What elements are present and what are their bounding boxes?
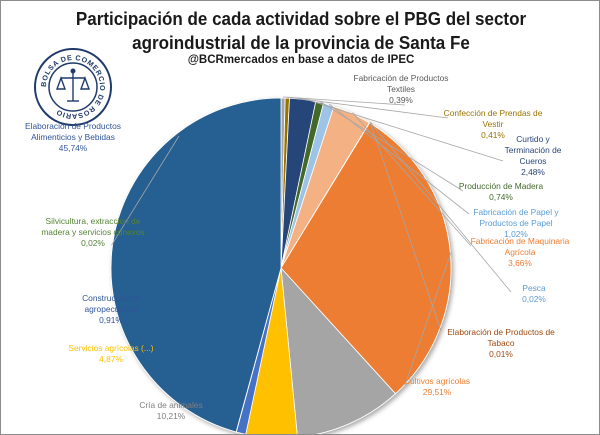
slice-labels: Fabricación de Productos Textiles 0,39%Con… (25, 73, 570, 421)
slice-name-12-0: Silvicultura, extraccion de (46, 216, 141, 226)
slice-value-12: 0,02% (81, 238, 105, 248)
slice-label-2: Curtido y Terminación de Cueros 2,48% (505, 134, 562, 177)
chart-title: Participación de cada actividad sobre el… (62, 7, 540, 55)
pie-slice-9 (280, 266, 397, 434)
leader-line-13 (111, 135, 180, 246)
slice-name-12-1: madera y servicios conexos (41, 227, 144, 237)
slice-name-2-1: Terminación de (505, 145, 562, 155)
leader-line-5 (352, 112, 472, 247)
chart-title-line2: agroindustrial de la provincia de Santa … (132, 32, 470, 53)
pie-slice-13 (110, 97, 282, 433)
logo-outer-ring (34, 48, 112, 126)
slice-label-9: Cría de animales 10,21% (139, 400, 202, 421)
slice-label-5: Fabricación de Maquinaria Agrícola 3,66% (471, 236, 570, 268)
slice-name-5-1: Agrícola (505, 247, 536, 257)
leader-line-4 (328, 103, 470, 215)
slice-name-11-1: agropecuarias (84, 304, 137, 314)
slice-name-11-0: Construcciones (82, 293, 140, 303)
leader-line-3 (319, 101, 464, 192)
pie-slices (110, 97, 452, 434)
slice-value-11: 0,91% (99, 315, 123, 325)
slice-value-3: 0,74% (489, 192, 513, 202)
leader-line-6 (369, 121, 512, 293)
slice-name-9-0: Cría de animales (139, 400, 202, 410)
slice-label-6: Pesca 0,02% (522, 283, 546, 304)
slice-name-7-1: Tabaco (487, 338, 514, 348)
slice-label-1: Confección de Prendas de Vestir 0,41% (444, 108, 543, 140)
slice-name-1-0: Confección de Prendas de (444, 108, 543, 118)
slice-name-0-0: Fabricación de Productos (354, 73, 449, 83)
slice-value-4: 1,02% (504, 229, 528, 239)
pie-slice-8 (280, 122, 452, 395)
leader-line-2 (302, 98, 504, 162)
slice-name-6-0: Pesca (522, 283, 546, 293)
slice-name-1-1: Vestir (483, 119, 504, 129)
slice-name-13-1: Alimenticios y Bebidas (31, 132, 115, 142)
chart-subtitle: @BCRmercados en base a datos de IPEC (187, 54, 415, 66)
leader-line-7 (369, 121, 442, 332)
leader-line-8 (404, 251, 452, 386)
slice-name-7-0: Elaboración de Productos de (447, 327, 555, 337)
slice-name-10-0: Servicios agrícolas (...) (68, 343, 153, 353)
slice-name-13-0: Elaboración de Productos (25, 121, 121, 131)
slice-value-1: 0,41% (481, 130, 505, 140)
logo-inner-ring (48, 62, 98, 112)
slice-value-9: 10,21% (157, 411, 186, 421)
slice-name-2-0: Curtido y (516, 134, 550, 144)
slice-label-13: Elaboración de Productos Alimenticios y B… (25, 121, 121, 153)
slice-value-6: 0,02% (522, 294, 546, 304)
slice-name-4-0: Fabricación de Papel y (473, 207, 559, 217)
slice-label-12: Silvicultura, extraccion de madera y serv… (41, 216, 144, 248)
bcr-logo: BOLSA DE COMERCIO DE ROSARIO (34, 48, 112, 126)
slice-value-10: 4,87% (99, 354, 123, 364)
slice-value-8: 29,51% (423, 387, 452, 397)
slice-label-3: Producción de Madera 0,74% (459, 181, 544, 202)
slice-value-7: 0,01% (489, 349, 513, 359)
slice-label-7: Elaboración de Productos de Tabaco 0,01% (447, 327, 555, 359)
slice-label-10: Servicios agrícolas (...) 4,87% (68, 343, 153, 364)
slice-name-3-0: Producción de Madera (459, 181, 544, 191)
chart-title-line1: Participación de cada actividad sobre el… (75, 8, 527, 29)
leader-lines (111, 96, 512, 386)
slice-name-0-1: Textiles (387, 84, 415, 94)
slice-label-0: Fabricación de Productos Textiles 0,39% (354, 73, 449, 105)
slice-name-8-0: Cultivos agrícolas (404, 376, 470, 386)
slice-label-11: Construcciones agropecuarias 0,91% (82, 293, 140, 325)
pie-slice-10 (245, 267, 298, 434)
slice-value-0: 0,39% (389, 95, 413, 105)
slice-name-2-2: Cueros (520, 156, 547, 166)
scales-icon (56, 68, 90, 102)
slice-label-4: Fabricación de Papel y Productos de Papel… (473, 207, 559, 239)
slice-name-5-0: Fabricación de Maquinaria (471, 236, 570, 246)
slice-value-2: 2,48% (521, 167, 545, 177)
slice-value-5: 3,66% (508, 258, 532, 268)
leader-line-1 (287, 96, 449, 119)
slice-value-13: 45,74% (59, 143, 88, 153)
slice-label-8: Cultivos agrícolas 29,51% (404, 376, 470, 397)
slice-name-4-1: Productos de Papel (479, 218, 552, 228)
